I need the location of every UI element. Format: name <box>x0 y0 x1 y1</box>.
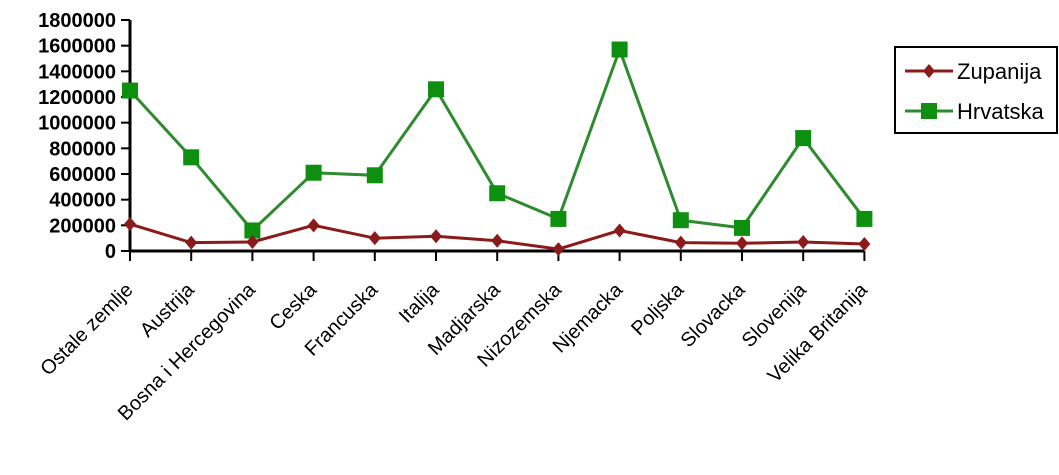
data-point-hrvatska <box>305 164 322 181</box>
data-point-hrvatska <box>428 81 444 98</box>
y-tick-label: 200000 <box>49 215 116 237</box>
data-point-zupanija <box>124 217 136 232</box>
data-point-zupanija <box>246 235 259 250</box>
data-point-zupanija <box>185 235 198 250</box>
data-point-zupanija <box>368 231 381 246</box>
data-point-hrvatska <box>366 167 383 184</box>
y-tick-label: 1000000 <box>38 113 116 135</box>
data-point-hrvatska <box>734 219 750 236</box>
data-point-zupanija <box>858 236 871 251</box>
x-tick-label: Ostale zemlje <box>36 279 137 380</box>
data-point-zupanija <box>307 218 320 233</box>
data-point-hrvatska <box>672 212 689 229</box>
data-point-hrvatska <box>550 210 567 227</box>
y-tick-label: 1200000 <box>38 87 116 109</box>
y-tick-label: 800000 <box>49 138 116 160</box>
data-point-zupanija <box>552 242 565 257</box>
data-point-zupanija <box>613 223 626 238</box>
data-point-zupanija <box>674 235 687 250</box>
data-point-zupanija <box>797 235 810 250</box>
y-tick-label: 400000 <box>49 190 116 212</box>
legend: Zupanija Hrvatska <box>894 46 1058 134</box>
y-tick-label: 1400000 <box>38 61 116 83</box>
y-axis: 0 200000 400000 600000 800000 1000000 1200000 1… <box>38 10 132 263</box>
data-point-zupanija <box>430 229 442 244</box>
data-point-hrvatska <box>244 222 261 239</box>
data-point-hrvatska <box>183 149 200 166</box>
legend-label-hrvatska: Hrvatska <box>957 99 1045 124</box>
data-point-hrvatska <box>795 130 812 147</box>
x-tick-label: Italija <box>395 278 444 327</box>
data-point-hrvatska <box>122 82 138 99</box>
data-point-hrvatska <box>611 41 628 58</box>
x-tick-label: Slovacka <box>677 278 751 352</box>
series-lines <box>122 41 873 257</box>
series-line-hrvatska <box>128 45 866 233</box>
x-tick-label: Poljska <box>627 278 689 340</box>
data-point-zupanija <box>491 233 504 248</box>
legend-marker-hrvatska <box>921 103 937 119</box>
legend-marker-zupanija <box>923 64 935 78</box>
data-point-hrvatska <box>856 210 873 227</box>
y-tick-label: 600000 <box>49 164 116 186</box>
data-point-hrvatska <box>489 185 506 202</box>
legend-label-zupanija: Zupanija <box>957 59 1042 84</box>
data-point-zupanija <box>736 236 748 251</box>
x-tick-label: Ceska <box>265 278 321 334</box>
y-tick-label: 1800000 <box>38 10 116 32</box>
y-tick-label: 0 <box>105 241 116 263</box>
y-tick-label: 1600000 <box>38 36 116 58</box>
